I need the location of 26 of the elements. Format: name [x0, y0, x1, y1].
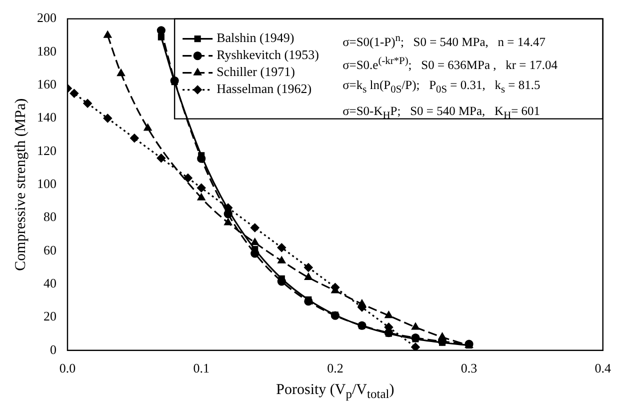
text: σ=k$_{s}$ ln(P$_{0S}$/P); P$_{0S}$ = 0.31, k$_{s}$ = 81.5: [342, 78, 540, 96]
y-tick-label: 200: [37, 10, 56, 26]
legend-label: Balshin (1949): [216, 30, 294, 46]
y-tick-label: 60: [44, 242, 56, 258]
x-tick-label: 0.4: [594, 360, 612, 376]
y-tick-label: 80: [44, 209, 56, 224]
legend-label: Ryshkevitch (1953): [216, 47, 319, 62]
x-tick-label: 0.0: [59, 360, 76, 376]
x-tick-label: 0.3: [460, 360, 478, 376]
legend-label: Hasselman (1962): [216, 81, 312, 96]
y-tick-label: 140: [37, 110, 56, 125]
legend-label: Schiller (1971): [216, 64, 295, 80]
y-tick-label: 160: [37, 76, 56, 92]
y-tick-label: 120: [37, 142, 56, 158]
annotation: σ=S0-K$_{H}$P; S0 = 540 MPa, K$_{H}$= 601: [342, 102, 542, 124]
annotation: σ=S0.e$^{(-kr*P)}$; S0 = 636MPa , kr = 17.04: [342, 54, 558, 74]
y-tick-label: 100: [37, 176, 56, 192]
y-axis-title: Compressive strength (MPa): [12, 98, 29, 271]
annotation: σ=S0(1-P)$^{n}$; S0 = 540 MPa, n = 14.47: [342, 32, 546, 51]
y-tick-label: 180: [37, 43, 56, 58]
x-axis-title: Porosity (V$_{p}$/V$_{total}$): [275, 382, 396, 402]
y-tick-label: 20: [44, 308, 56, 324]
y-tick-label: 0: [50, 342, 56, 357]
y-tick-label: 40: [44, 276, 56, 290]
x-tick-label: 0.1: [193, 360, 210, 376]
x-tick-label: 0.2: [327, 360, 344, 376]
